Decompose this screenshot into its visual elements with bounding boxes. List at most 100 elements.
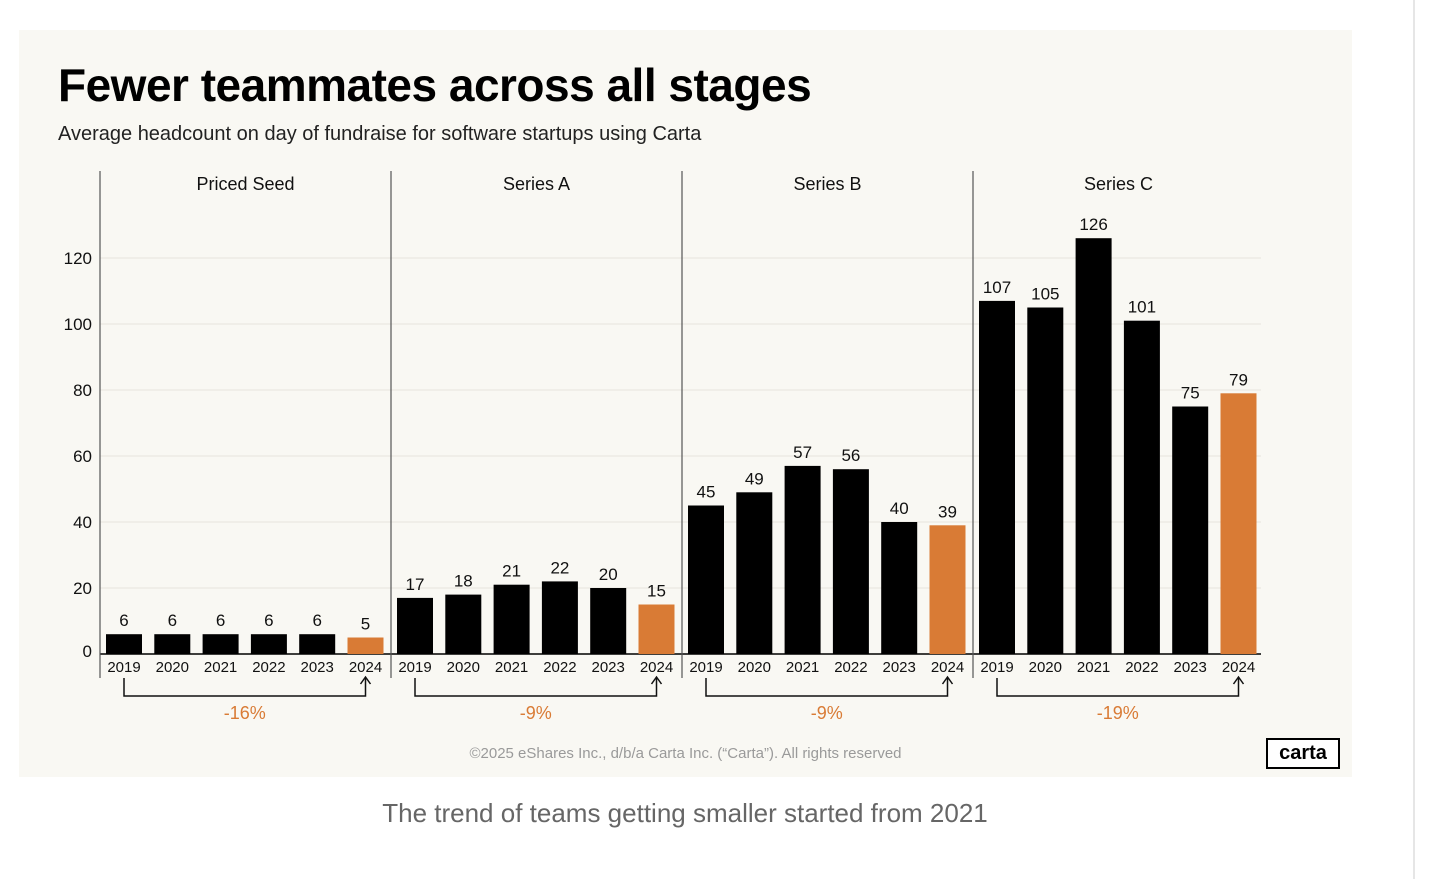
bar [397, 597, 433, 654]
bar [590, 588, 627, 654]
change-label: -16% [224, 703, 266, 723]
y-tick-label: 80 [73, 381, 92, 400]
x-tick-label: 2022 [252, 659, 285, 676]
bar [979, 300, 1015, 654]
data-label: 56 [841, 446, 860, 465]
bar [1172, 406, 1209, 654]
panel-title: Series A [503, 174, 570, 194]
x-tick-label: 2019 [689, 659, 722, 676]
y-tick-label: 40 [73, 513, 92, 532]
x-tick-label: 2022 [1125, 659, 1158, 676]
data-label: 107 [983, 278, 1011, 297]
change-bracket [123, 678, 367, 697]
change-arrowhead [359, 675, 372, 685]
panel-title: Priced Seed [196, 174, 294, 194]
data-label: 40 [890, 499, 909, 518]
y-tick-label: 20 [73, 579, 92, 598]
chart-title: Fewer teammates across all stages [58, 59, 812, 111]
bar [202, 634, 239, 654]
data-label: 15 [647, 582, 666, 601]
change-arrowhead [650, 675, 663, 685]
image-caption: The trend of teams getting smaller start… [382, 798, 988, 828]
data-label: 18 [454, 572, 473, 591]
x-tick-label: 2024 [349, 659, 382, 676]
data-label: 57 [793, 443, 812, 462]
bar [347, 637, 384, 654]
data-label: 6 [216, 611, 225, 630]
change-bracket [414, 678, 658, 697]
change-label: -19% [1097, 703, 1139, 723]
change-bracket [705, 678, 949, 697]
x-tick-label: 2019 [107, 659, 140, 676]
page-edge-divider [1413, 0, 1415, 879]
bar [445, 594, 482, 654]
x-tick-label: 2020 [447, 659, 480, 676]
y-tick-label: 0 [83, 642, 92, 661]
x-tick-label: 2024 [1222, 659, 1255, 676]
data-label: 22 [550, 558, 569, 577]
bar [784, 465, 821, 654]
data-label: 45 [697, 483, 716, 502]
carta-logo: carta [1266, 738, 1340, 769]
y-tick-label: 120 [64, 249, 92, 268]
y-tick-label: 100 [64, 315, 92, 334]
data-label: 39 [938, 502, 957, 521]
data-label: 79 [1229, 370, 1248, 389]
bar [638, 604, 675, 654]
data-label: 20 [599, 565, 618, 584]
x-tick-label: 2022 [543, 659, 576, 676]
data-label: 21 [502, 562, 521, 581]
x-tick-label: 2023 [301, 659, 334, 676]
x-tick-label: 2019 [980, 659, 1013, 676]
chart-card: Fewer teammates across all stages Averag… [19, 30, 1352, 777]
x-tick-label: 2023 [1174, 659, 1207, 676]
bar [832, 469, 869, 654]
data-label: 17 [406, 575, 425, 594]
data-label: 6 [312, 611, 321, 630]
chart-subtitle: Average headcount on day of fundraise fo… [58, 123, 702, 145]
data-label: 6 [264, 611, 273, 630]
x-tick-label: 2021 [1077, 659, 1110, 676]
panel-title: Series B [793, 174, 861, 194]
x-tick-label: 2023 [883, 659, 916, 676]
change-arrowhead [1232, 675, 1245, 685]
x-tick-label: 2020 [1029, 659, 1062, 676]
bar [250, 634, 287, 654]
data-label: 5 [361, 615, 370, 634]
x-tick-label: 2023 [592, 659, 625, 676]
x-tick-label: 2021 [786, 659, 819, 676]
data-label: 75 [1181, 384, 1200, 403]
x-tick-label: 2021 [204, 659, 237, 676]
change-bracket [996, 678, 1240, 697]
bar [299, 634, 336, 654]
bar [1123, 320, 1160, 654]
x-tick-label: 2021 [495, 659, 528, 676]
bar [881, 522, 918, 654]
y-tick-label: 60 [73, 447, 92, 466]
bar [1075, 238, 1112, 654]
change-arrowhead [941, 675, 954, 685]
x-tick-label: 2024 [931, 659, 964, 676]
x-tick-label: 2022 [834, 659, 867, 676]
data-label: 49 [745, 469, 764, 488]
change-label: -9% [811, 703, 843, 723]
bar [106, 634, 142, 654]
x-tick-label: 2019 [398, 659, 431, 676]
x-tick-label: 2020 [156, 659, 189, 676]
data-label: 6 [119, 611, 128, 630]
bar [493, 584, 530, 654]
bar [929, 525, 966, 654]
bar [541, 581, 578, 654]
bar [1027, 307, 1064, 654]
bar [688, 505, 724, 654]
x-tick-label: 2024 [640, 659, 673, 676]
x-tick-label: 2020 [738, 659, 771, 676]
data-label: 126 [1079, 215, 1107, 234]
bar [154, 634, 191, 654]
bar [1220, 393, 1257, 654]
data-label: 101 [1128, 298, 1156, 317]
bar [736, 492, 773, 654]
change-label: -9% [520, 703, 552, 723]
copyright-notice: ©2025 eShares Inc., d/b/a Carta Inc. (“C… [469, 745, 902, 762]
